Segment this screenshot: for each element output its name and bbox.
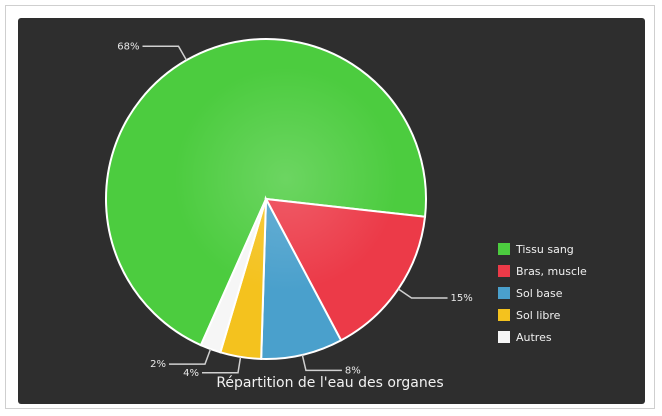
slice-percent-label: 8% (345, 365, 361, 376)
leader-line (301, 354, 342, 372)
legend-swatch (498, 243, 510, 255)
leader-line (168, 348, 212, 365)
legend-label: Sol libre (516, 309, 561, 322)
slice-percent-label: 2% (150, 359, 166, 370)
legend-label: Sol base (516, 287, 563, 300)
leader-line (201, 356, 242, 374)
legend-label: Tissu sang (515, 243, 574, 256)
legend-swatch (498, 265, 510, 277)
legend-swatch (498, 331, 510, 343)
slice-percent-label: 15% (451, 293, 473, 304)
legend: Tissu sang Bras, muscle Sol base Sol libre A… (498, 243, 587, 344)
leader-line (142, 45, 188, 61)
legend-label: Autres (516, 331, 552, 344)
pie-highlight (174, 67, 398, 291)
chart-title: Répartition de l'eau des organes (216, 375, 443, 391)
leader-line (397, 288, 448, 299)
slice-percent-label: 68% (117, 41, 139, 52)
legend-swatch (498, 309, 510, 321)
slice-labels: 68% 15% 8% 4% 2% (117, 41, 473, 378)
pie-slices (105, 38, 427, 360)
legend-swatch (498, 287, 510, 299)
legend-label: Bras, muscle (516, 265, 587, 278)
slice-percent-label: 4% (183, 368, 199, 379)
